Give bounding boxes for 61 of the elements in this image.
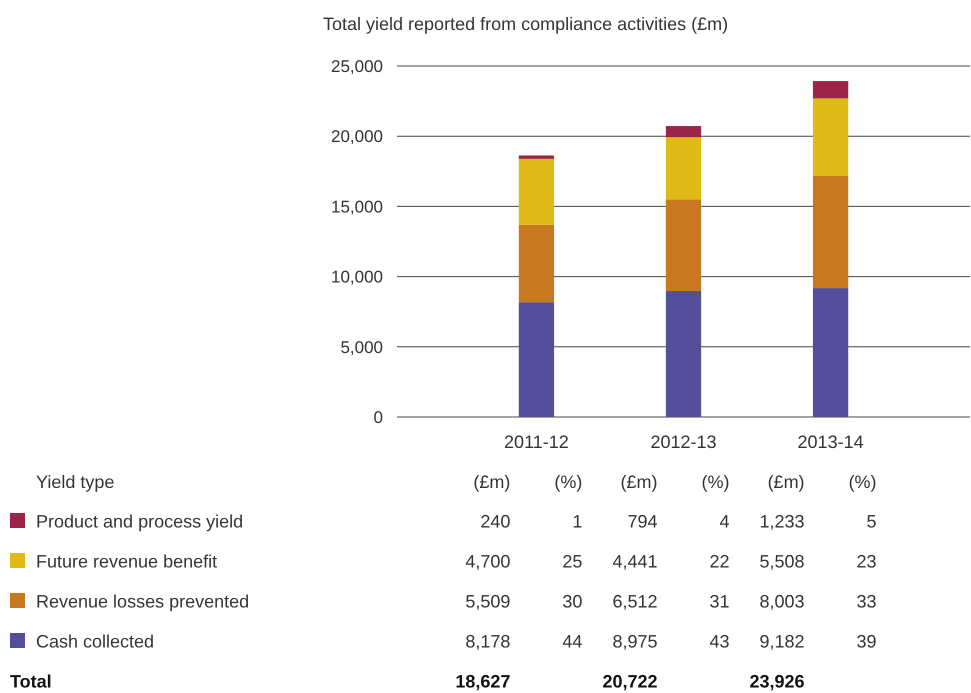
x-tick-label: 2012-13	[650, 432, 717, 452]
data-label: 5,508	[760, 551, 805, 572]
text: 1	[572, 511, 582, 532]
data-label: 6,512	[612, 591, 658, 612]
legend-label: Product and process yield	[36, 511, 244, 532]
x-tick-label: 2011-12	[504, 432, 569, 452]
text: (%)	[848, 472, 877, 492]
bar	[666, 126, 702, 138]
data-label: 5,509	[465, 591, 510, 612]
bar	[666, 200, 702, 291]
data-label: 8,003	[760, 591, 805, 612]
text: 39	[856, 631, 877, 652]
data-label: 8,975	[612, 631, 658, 652]
text: 44	[562, 631, 582, 652]
text: 43	[709, 631, 730, 652]
text: 23	[856, 551, 877, 572]
y-tick-label: 20,000	[331, 127, 383, 146]
y-tick-label: 15,000	[331, 197, 383, 216]
text: 31	[709, 591, 730, 612]
text: 5	[866, 511, 877, 532]
text: (£m)	[768, 472, 805, 492]
text: 18,627	[455, 671, 510, 692]
data-label: 240	[480, 511, 510, 532]
data-label: 8,178	[465, 631, 510, 652]
chart-title: Total yield reported from compliance activities (£m)	[323, 14, 728, 34]
text: (£m)	[473, 472, 510, 492]
text: 22	[709, 551, 730, 572]
y-tick-label: 0	[374, 408, 383, 427]
y-tick-label: 25,000	[331, 56, 383, 76]
bar	[666, 137, 702, 200]
text: 23,926	[750, 671, 805, 692]
data-label: 794	[627, 511, 658, 532]
bar	[666, 290, 702, 417]
bar	[518, 302, 554, 417]
text: Yield type	[36, 472, 114, 492]
text: Total	[10, 671, 52, 692]
text: 4	[719, 511, 730, 532]
legend-label: Cash collected	[36, 631, 154, 652]
data-label: 4,441	[612, 551, 658, 572]
y-tick-label: 10,000	[331, 268, 383, 287]
data-label: 1,233	[760, 511, 805, 532]
bar	[812, 176, 848, 288]
y-tick-label: 5,000	[340, 338, 383, 357]
text: 30	[562, 591, 582, 612]
bar	[812, 288, 848, 417]
bar	[812, 98, 848, 176]
data-label: 9,182	[760, 631, 805, 652]
legend-label: Revenue losses prevented	[36, 591, 250, 612]
text: (%)	[554, 472, 582, 492]
bar	[518, 224, 554, 302]
text: 20,722	[602, 671, 658, 692]
text: (%)	[702, 472, 730, 492]
text: (£m)	[620, 472, 658, 492]
bar	[518, 155, 554, 159]
x-tick-label: 2013-14	[798, 432, 864, 452]
bar	[518, 158, 554, 225]
legend-label: Future revenue benefit	[36, 551, 218, 572]
bar	[812, 81, 848, 98]
text: 33	[856, 591, 877, 612]
data-label: 4,700	[465, 551, 510, 572]
text: 25	[562, 551, 582, 572]
